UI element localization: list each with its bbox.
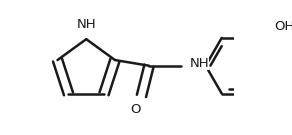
- Text: NH: NH: [190, 57, 209, 70]
- Text: NH: NH: [77, 18, 96, 31]
- Text: O: O: [131, 104, 141, 117]
- Text: OH: OH: [274, 20, 292, 33]
